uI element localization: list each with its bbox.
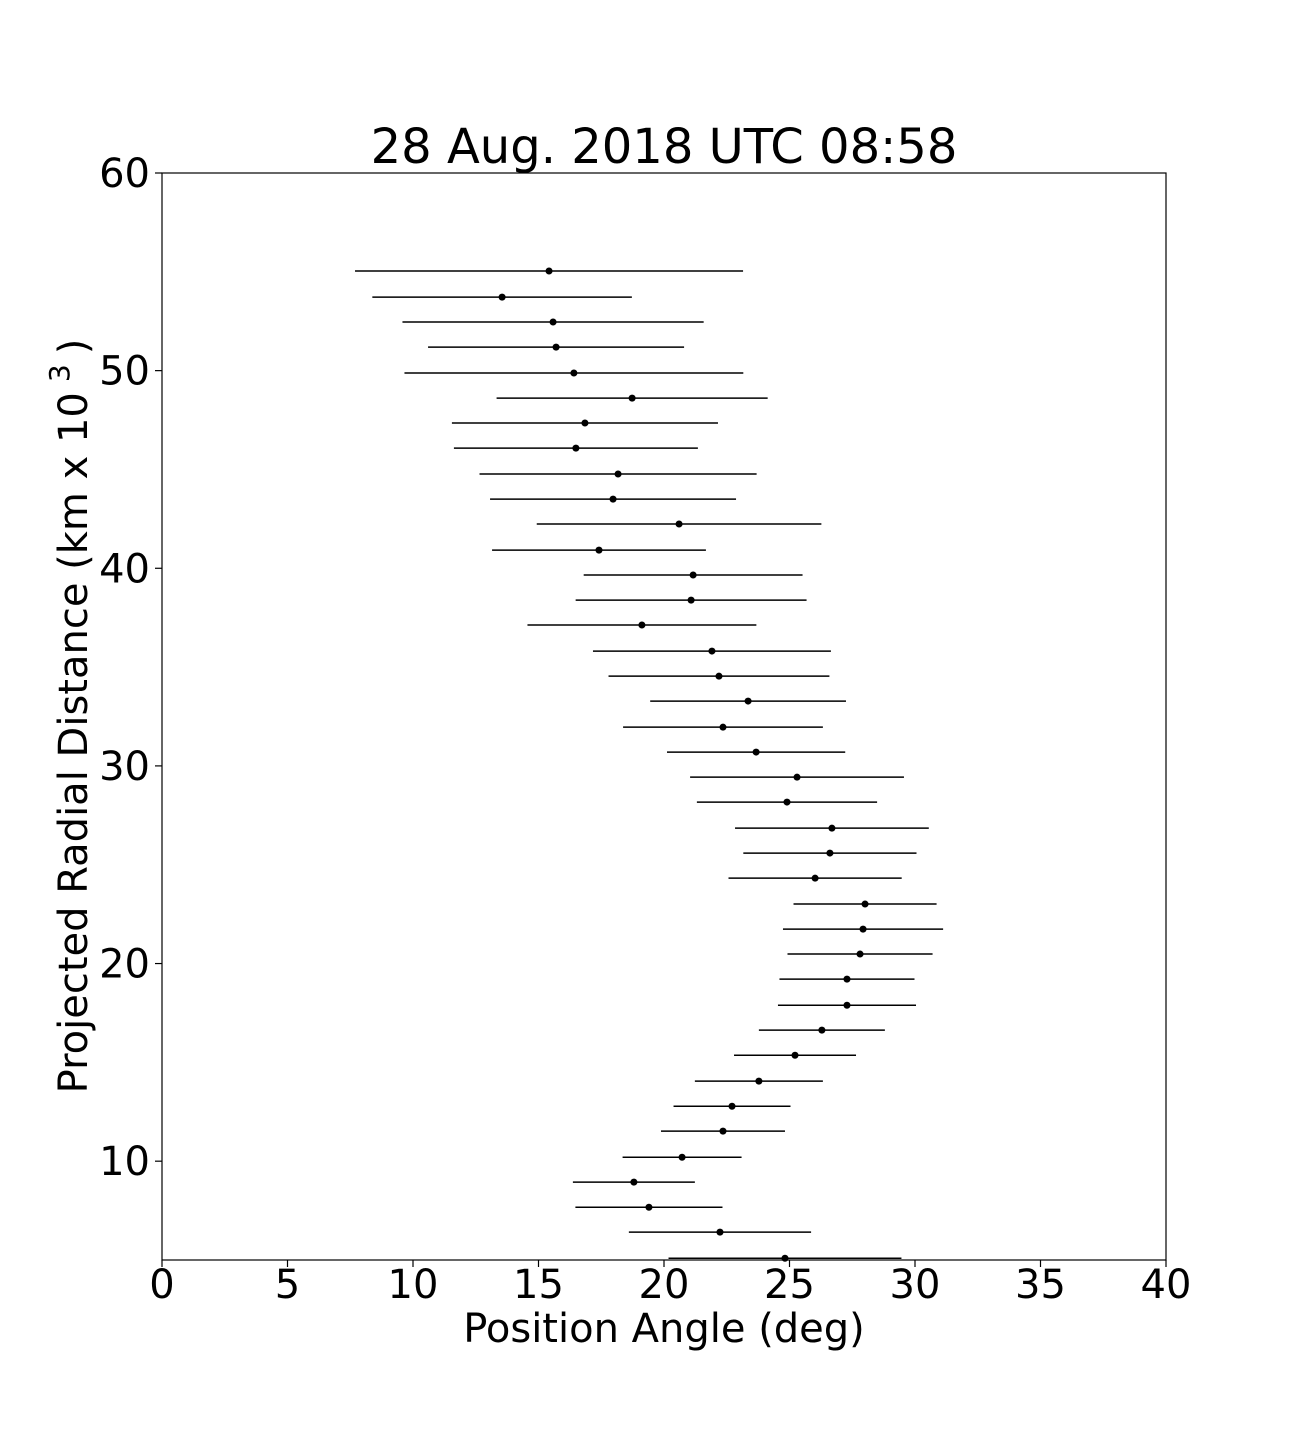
y-axis-label: Projected Radial Distance (km x 10 3) [43, 339, 97, 1094]
point [755, 1077, 763, 1085]
point [614, 470, 622, 478]
point [719, 723, 727, 731]
point [856, 950, 864, 958]
point [552, 343, 560, 351]
x-tick-label: 40 [1141, 1262, 1192, 1308]
point [645, 1203, 653, 1211]
point [791, 1051, 799, 1059]
point [744, 697, 752, 705]
y-tick-label: 30 [99, 744, 150, 790]
y-axis-label-exponent: 3 [43, 364, 76, 382]
x-tick-label: 35 [1015, 1262, 1066, 1308]
point [783, 798, 791, 806]
point [728, 1102, 736, 1110]
point [826, 849, 834, 857]
point [752, 748, 760, 756]
y-axis-label-close: ) [51, 339, 97, 355]
point [715, 672, 723, 680]
point [716, 1228, 724, 1236]
x-tick-label: 0 [149, 1262, 174, 1308]
point [628, 394, 636, 402]
x-tick-label: 20 [639, 1262, 690, 1308]
point [781, 1254, 789, 1262]
point [811, 874, 819, 882]
point [595, 546, 603, 554]
x-axis-label: Position Angle (deg) [463, 1306, 865, 1352]
point [572, 444, 580, 452]
point [675, 520, 683, 528]
point [638, 621, 646, 629]
y-tick-label: 20 [99, 942, 150, 988]
point [609, 495, 617, 503]
point [861, 900, 869, 908]
point [570, 369, 578, 377]
point [843, 1001, 851, 1009]
point [689, 571, 697, 579]
point [828, 824, 836, 832]
x-tick-label: 30 [890, 1262, 941, 1308]
y-tick-label: 50 [99, 349, 150, 395]
point [708, 647, 716, 655]
point [793, 773, 801, 781]
point [630, 1178, 638, 1186]
plot-frame [161, 172, 1167, 1261]
x-tick-label: 10 [388, 1262, 439, 1308]
y-axis-label-main: Projected Radial Distance (km x 10 [51, 392, 97, 1093]
point [843, 975, 851, 983]
point [549, 318, 557, 326]
y-tick-label: 10 [99, 1139, 150, 1185]
point [678, 1153, 686, 1161]
point [719, 1127, 727, 1135]
y-tick-label: 40 [99, 546, 150, 592]
x-tick-label: 15 [513, 1262, 564, 1308]
point [687, 596, 695, 604]
point [545, 267, 553, 275]
y-tick-label: 60 [99, 151, 150, 197]
x-tick-label: 5 [275, 1262, 300, 1308]
x-tick-label: 25 [764, 1262, 815, 1308]
point [498, 293, 506, 301]
point [859, 925, 867, 933]
chart-title: 28 Aug. 2018 UTC 08:58 [371, 119, 958, 175]
point [581, 419, 589, 427]
point [818, 1026, 826, 1034]
